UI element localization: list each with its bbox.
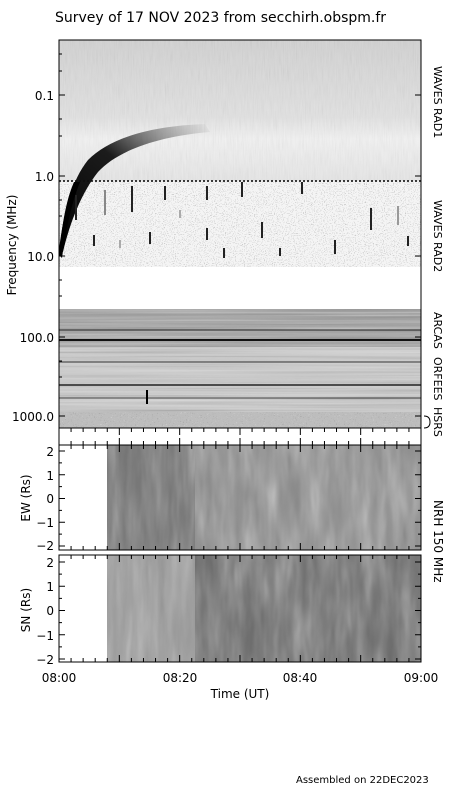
- nrh-ew-panel: 2 1 0 −1 −2 EW (Rs): [19, 444, 422, 553]
- instrument-label: WAVES RAD1: [431, 66, 444, 138]
- y-tick-label: 1000.0: [12, 410, 54, 424]
- y-tick-label: 100.0: [20, 331, 54, 345]
- rad2-spikes: [75, 182, 409, 258]
- time-tick-strip: [58, 427, 422, 446]
- spectrogram-panel: 0.1 1.0 10.0 100.0 1000.0 Frequency (MHz…: [5, 39, 444, 437]
- x-axis-label: Time (UT): [210, 687, 270, 701]
- spectrogram-y-ticks: [59, 53, 421, 417]
- type-iii-burst: [59, 124, 210, 252]
- sn-y-tick-label: 0: [46, 604, 54, 618]
- y-tick-label: 1.0: [35, 170, 54, 184]
- nrh-label: NRH 150 MHz: [431, 500, 445, 583]
- sn-axis-label: SN (Rs): [19, 588, 33, 632]
- sn-y-tick-label: −2: [36, 653, 54, 667]
- figure-title: Survey of 17 NOV 2023 from secchirh.obsp…: [55, 10, 386, 26]
- ew-y-tick-label: −1: [36, 516, 54, 530]
- x-axis: 08:00 08:20 08:40 09:00: [42, 671, 439, 685]
- ew-y-tick-label: −2: [36, 539, 54, 553]
- instrument-labels: WAVES RAD1 WAVES RAD2 ARCAS ORFEES HSRS: [431, 66, 444, 437]
- ew-y-tick-label: 2: [46, 445, 54, 459]
- spectrogram-y-labels: 0.1 1.0 10.0 100.0 1000.0: [12, 89, 54, 424]
- sn-y-tick-label: 1: [46, 580, 54, 594]
- sn-y-tick-label: −1: [36, 629, 54, 643]
- x-tick-label: 08:20: [163, 671, 198, 685]
- instrument-label: WAVES RAD2: [431, 200, 444, 272]
- nrh-sn-panel: 2 1 0 −1 −2 SN (Rs): [19, 554, 422, 667]
- ew-axis-label: EW (Rs): [19, 474, 33, 521]
- assembled-footer: Assembled on 22DEC2023: [296, 775, 429, 786]
- ew-y-tick-label: 0: [46, 492, 54, 506]
- instrument-label: HSRS: [431, 407, 444, 437]
- y-tick-label: 0.1: [35, 89, 54, 103]
- instrument-label: ORFEES: [431, 357, 444, 401]
- frequency-axis-label: Frequency (MHz): [5, 195, 19, 296]
- hsrs-bracket: [423, 415, 431, 429]
- x-tick-label: 08:40: [283, 671, 318, 685]
- x-tick-label: 09:00: [404, 671, 439, 685]
- y-tick-label: 10.0: [27, 250, 54, 264]
- instrument-label: ARCAS: [431, 312, 444, 349]
- ew-y-tick-label: 1: [46, 469, 54, 483]
- sn-y-tick-label: 2: [46, 556, 54, 570]
- x-tick-label: 08:00: [42, 671, 77, 685]
